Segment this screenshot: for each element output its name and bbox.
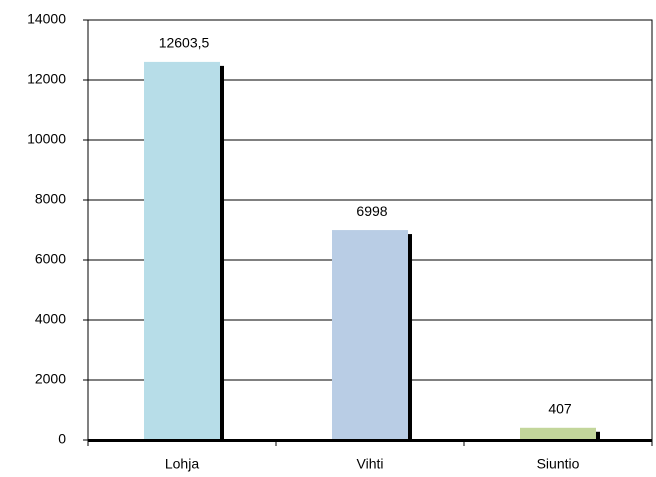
data-label: 6998 — [356, 203, 387, 219]
x-tick-label: Vihti — [357, 456, 384, 472]
bar-shadow — [408, 234, 412, 440]
y-tick-label: 12000 — [27, 71, 66, 87]
y-tick-label: 10000 — [27, 131, 66, 147]
x-tick-label: Lohja — [165, 456, 199, 472]
bar — [144, 61, 220, 441]
bar-shadow — [596, 431, 600, 440]
bar — [332, 230, 408, 440]
bar — [520, 427, 596, 440]
y-tick-label: 2000 — [35, 371, 66, 387]
x-tick-label: Siuntio — [537, 456, 580, 472]
y-tick-label: 6000 — [35, 251, 66, 267]
y-tick-label: 0 — [58, 431, 66, 447]
y-tick-label: 4000 — [35, 311, 66, 327]
x-axis — [88, 439, 652, 442]
y-tick-label: 8000 — [35, 191, 66, 207]
y-tick-label: 14000 — [27, 11, 66, 27]
data-label: 407 — [548, 400, 572, 416]
data-label: 12603,5 — [159, 35, 210, 51]
bar-shadow — [220, 65, 224, 441]
